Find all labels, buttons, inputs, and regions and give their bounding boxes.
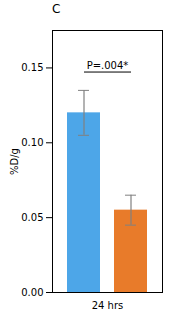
- svg-text:0.05: 0.05: [21, 212, 43, 223]
- svg-text:%D/g: %D/g: [9, 148, 20, 175]
- svg-text:0.10: 0.10: [21, 137, 43, 148]
- svg-text:0.15: 0.15: [21, 62, 43, 73]
- html-text:C: C: [52, 2, 61, 16]
- svg-text:24 hrs: 24 hrs: [92, 300, 124, 311]
- svg-text:0.00: 0.00: [21, 287, 43, 298]
- svg-text:P=.004*: P=.004*: [87, 60, 129, 71]
